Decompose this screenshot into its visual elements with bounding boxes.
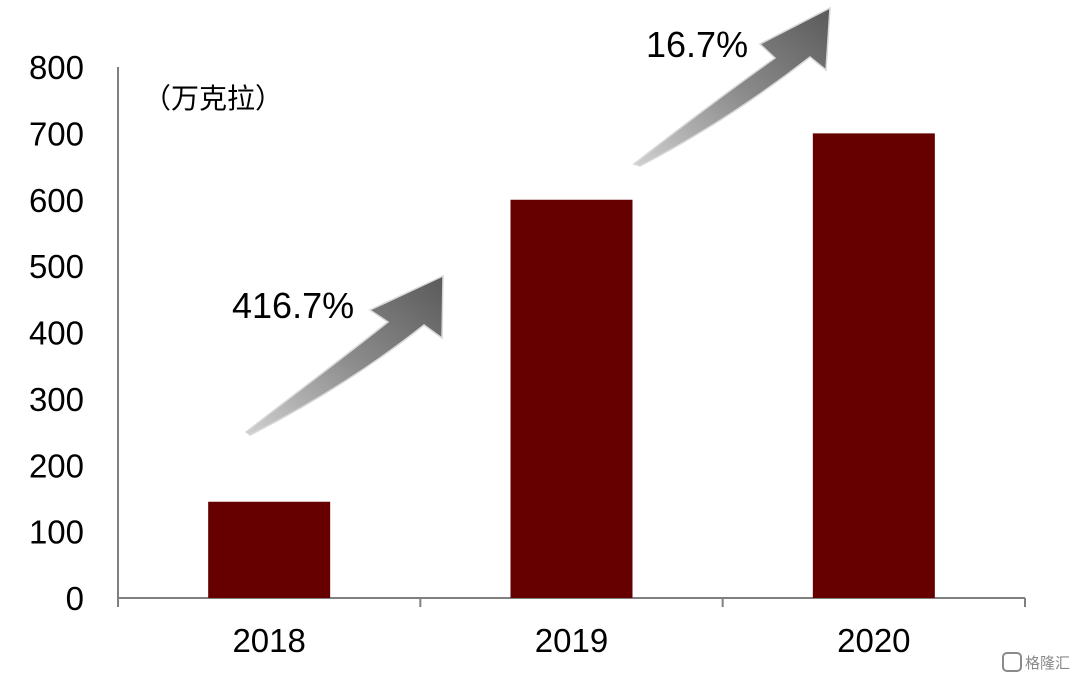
bar-2019 <box>510 199 633 598</box>
watermark-text: 格隆汇 <box>1025 654 1070 672</box>
unit-label: （万克拉） <box>143 82 283 115</box>
x-tick-label: 2019 <box>535 622 608 659</box>
growth-arrow-icon <box>632 6 831 167</box>
watermark-logo-icon <box>1002 652 1022 672</box>
y-tick-label: 400 <box>29 315 84 352</box>
growth-label-2020: 16.7% <box>646 24 748 65</box>
x-tick-label: 2018 <box>232 622 305 659</box>
y-tick-label: 800 <box>29 49 84 86</box>
growth-label-2019: 416.7% <box>232 285 354 326</box>
y-tick-label: 100 <box>29 514 84 551</box>
y-tick-label: 200 <box>29 447 84 484</box>
watermark: 格隆汇 <box>1002 652 1070 672</box>
y-tick-label: 600 <box>29 182 84 219</box>
y-tick-label: 0 <box>66 580 84 617</box>
x-tick-label: 2020 <box>837 622 910 659</box>
y-tick-label: 300 <box>29 381 84 418</box>
bar-2020 <box>812 133 935 598</box>
bar-2018 <box>208 501 331 598</box>
y-tick-label: 500 <box>29 248 84 285</box>
growth-arrow-icon <box>244 274 444 436</box>
y-tick-label: 700 <box>29 115 84 152</box>
